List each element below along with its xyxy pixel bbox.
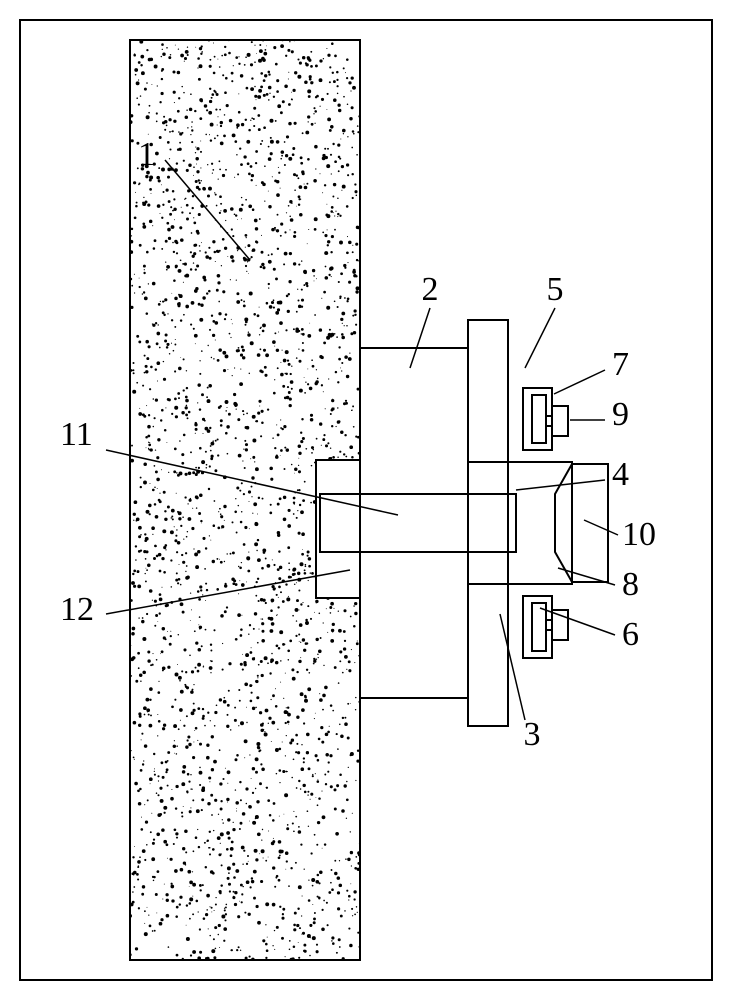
label-7: 7 bbox=[612, 346, 629, 383]
label-8: 8 bbox=[622, 566, 639, 603]
label-5: 5 bbox=[547, 271, 564, 308]
label-4: 4 bbox=[612, 456, 629, 493]
label-10: 10 bbox=[622, 516, 656, 553]
label-12: 12 bbox=[60, 591, 94, 628]
part-7 bbox=[552, 406, 568, 436]
label-11: 11 bbox=[60, 416, 93, 453]
part-9 bbox=[546, 416, 552, 426]
label-1: 1 bbox=[138, 136, 155, 173]
assembly bbox=[316, 320, 608, 726]
leader-5 bbox=[525, 308, 555, 368]
part-11 bbox=[360, 494, 516, 552]
label-2: 2 bbox=[422, 271, 439, 308]
label-3: 3 bbox=[524, 716, 541, 753]
label-9: 9 bbox=[612, 396, 629, 433]
part-9 bbox=[546, 620, 552, 630]
label-6: 6 bbox=[622, 616, 639, 653]
leader-7 bbox=[554, 370, 605, 394]
bolt-bottom bbox=[523, 596, 568, 658]
part-10 bbox=[555, 464, 608, 582]
bolt-top bbox=[523, 388, 568, 450]
